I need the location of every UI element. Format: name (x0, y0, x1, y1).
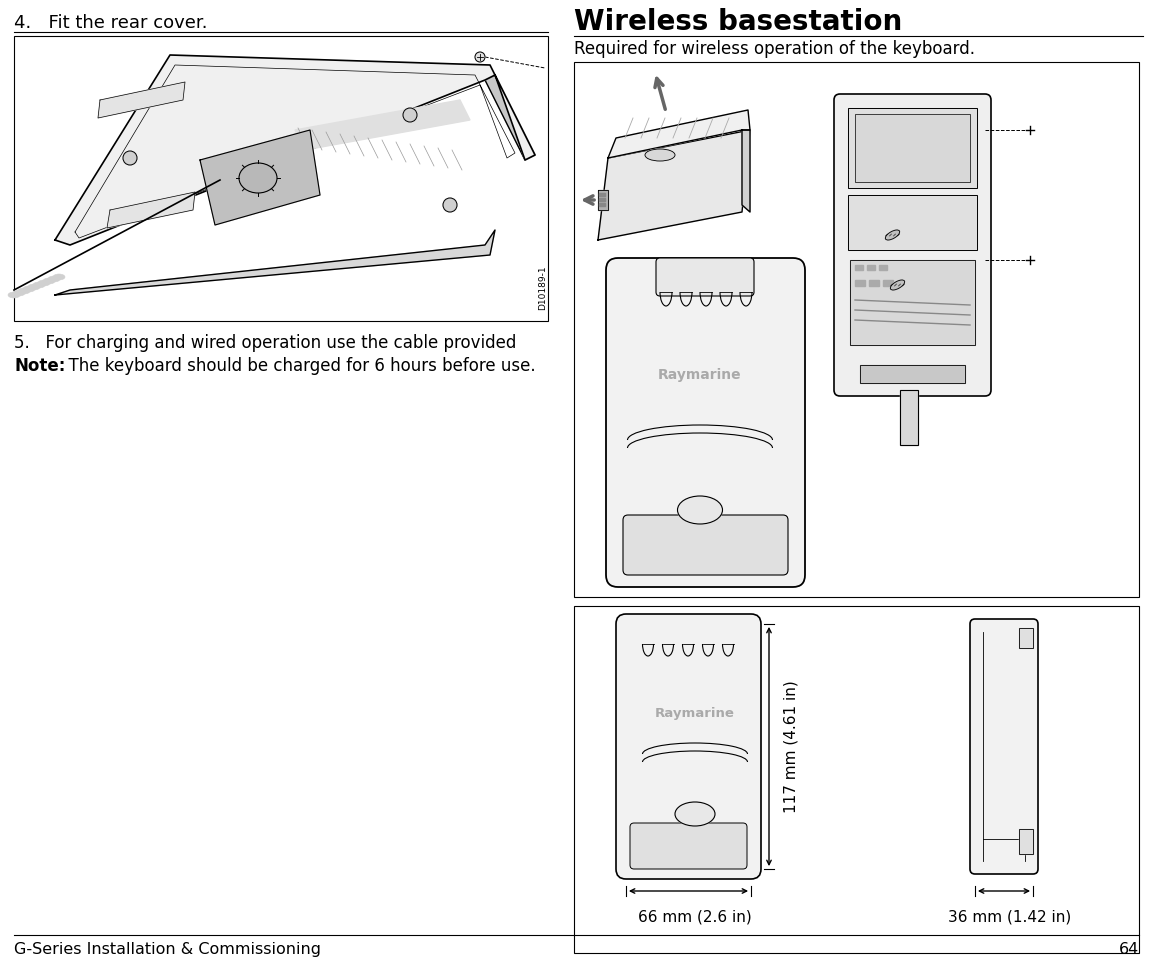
Text: 36 mm (1.42 in): 36 mm (1.42 in) (949, 909, 1071, 924)
Ellipse shape (53, 274, 65, 280)
Bar (1019, 628, 1033, 648)
Bar (860, 365, 965, 383)
Ellipse shape (38, 280, 50, 286)
Circle shape (123, 151, 137, 165)
FancyBboxPatch shape (616, 614, 761, 879)
Ellipse shape (678, 496, 723, 524)
Polygon shape (295, 100, 470, 150)
Bar (847, 195, 977, 250)
Bar (856, 114, 970, 182)
Polygon shape (55, 55, 535, 245)
Bar (869, 280, 879, 286)
Text: 66 mm (2.6 in): 66 mm (2.6 in) (638, 909, 752, 924)
Polygon shape (98, 82, 184, 118)
Polygon shape (598, 130, 749, 240)
Bar (900, 390, 918, 445)
Circle shape (475, 52, 485, 62)
Ellipse shape (675, 802, 715, 826)
Polygon shape (199, 130, 321, 225)
Ellipse shape (239, 163, 277, 193)
Circle shape (404, 108, 417, 122)
Bar (1019, 829, 1033, 854)
Bar (867, 265, 875, 270)
Bar (856, 265, 862, 270)
Bar (574, 606, 1139, 953)
Polygon shape (55, 230, 495, 295)
Bar (14, 36, 548, 321)
Ellipse shape (8, 292, 20, 298)
Bar (600, 193, 605, 196)
Text: 64: 64 (1118, 942, 1139, 957)
FancyBboxPatch shape (834, 94, 990, 396)
FancyBboxPatch shape (630, 823, 747, 869)
Polygon shape (107, 192, 195, 228)
FancyBboxPatch shape (606, 258, 805, 587)
Bar (847, 108, 977, 188)
Text: Required for wireless operation of the keyboard.: Required for wireless operation of the k… (574, 40, 975, 58)
Bar (600, 198, 605, 201)
Ellipse shape (886, 230, 899, 240)
Text: D10189-1: D10189-1 (538, 266, 548, 310)
FancyBboxPatch shape (623, 515, 787, 575)
Bar (600, 203, 605, 206)
Text: Raymarine: Raymarine (658, 368, 741, 382)
Ellipse shape (890, 280, 905, 290)
Text: 117 mm (4.61 in): 117 mm (4.61 in) (783, 680, 798, 813)
Ellipse shape (43, 278, 55, 284)
Ellipse shape (28, 284, 40, 290)
Text: The keyboard should be charged for 6 hours before use.: The keyboard should be charged for 6 hou… (58, 357, 536, 375)
Polygon shape (598, 190, 608, 210)
Bar (879, 265, 887, 270)
Ellipse shape (33, 282, 45, 288)
Ellipse shape (23, 286, 35, 292)
Text: Raymarine: Raymarine (655, 708, 734, 720)
Text: 5.   For charging and wired operation use the cable provided: 5. For charging and wired operation use … (14, 334, 517, 352)
Bar (847, 108, 977, 188)
Bar (574, 62, 1139, 597)
Text: 4.   Fit the rear cover.: 4. Fit the rear cover. (14, 14, 208, 32)
Bar (900, 390, 918, 445)
Bar (847, 195, 977, 250)
Bar (856, 280, 865, 286)
Bar (850, 260, 975, 345)
Text: G-Series Installation & Commissioning: G-Series Installation & Commissioning (14, 942, 321, 957)
Ellipse shape (13, 290, 25, 296)
Ellipse shape (645, 149, 675, 161)
Text: Note:: Note: (14, 357, 66, 375)
FancyBboxPatch shape (970, 619, 1038, 874)
Bar (1019, 829, 1033, 854)
Polygon shape (743, 130, 749, 212)
FancyBboxPatch shape (656, 258, 754, 296)
Bar (1019, 628, 1033, 648)
Ellipse shape (18, 288, 30, 294)
Text: Wireless basestation: Wireless basestation (574, 8, 903, 36)
Bar (850, 260, 975, 345)
Bar (860, 365, 965, 383)
Bar (856, 114, 970, 182)
Polygon shape (485, 75, 535, 160)
Ellipse shape (48, 276, 60, 282)
Polygon shape (608, 110, 749, 158)
Bar (883, 280, 894, 286)
Circle shape (443, 198, 457, 212)
